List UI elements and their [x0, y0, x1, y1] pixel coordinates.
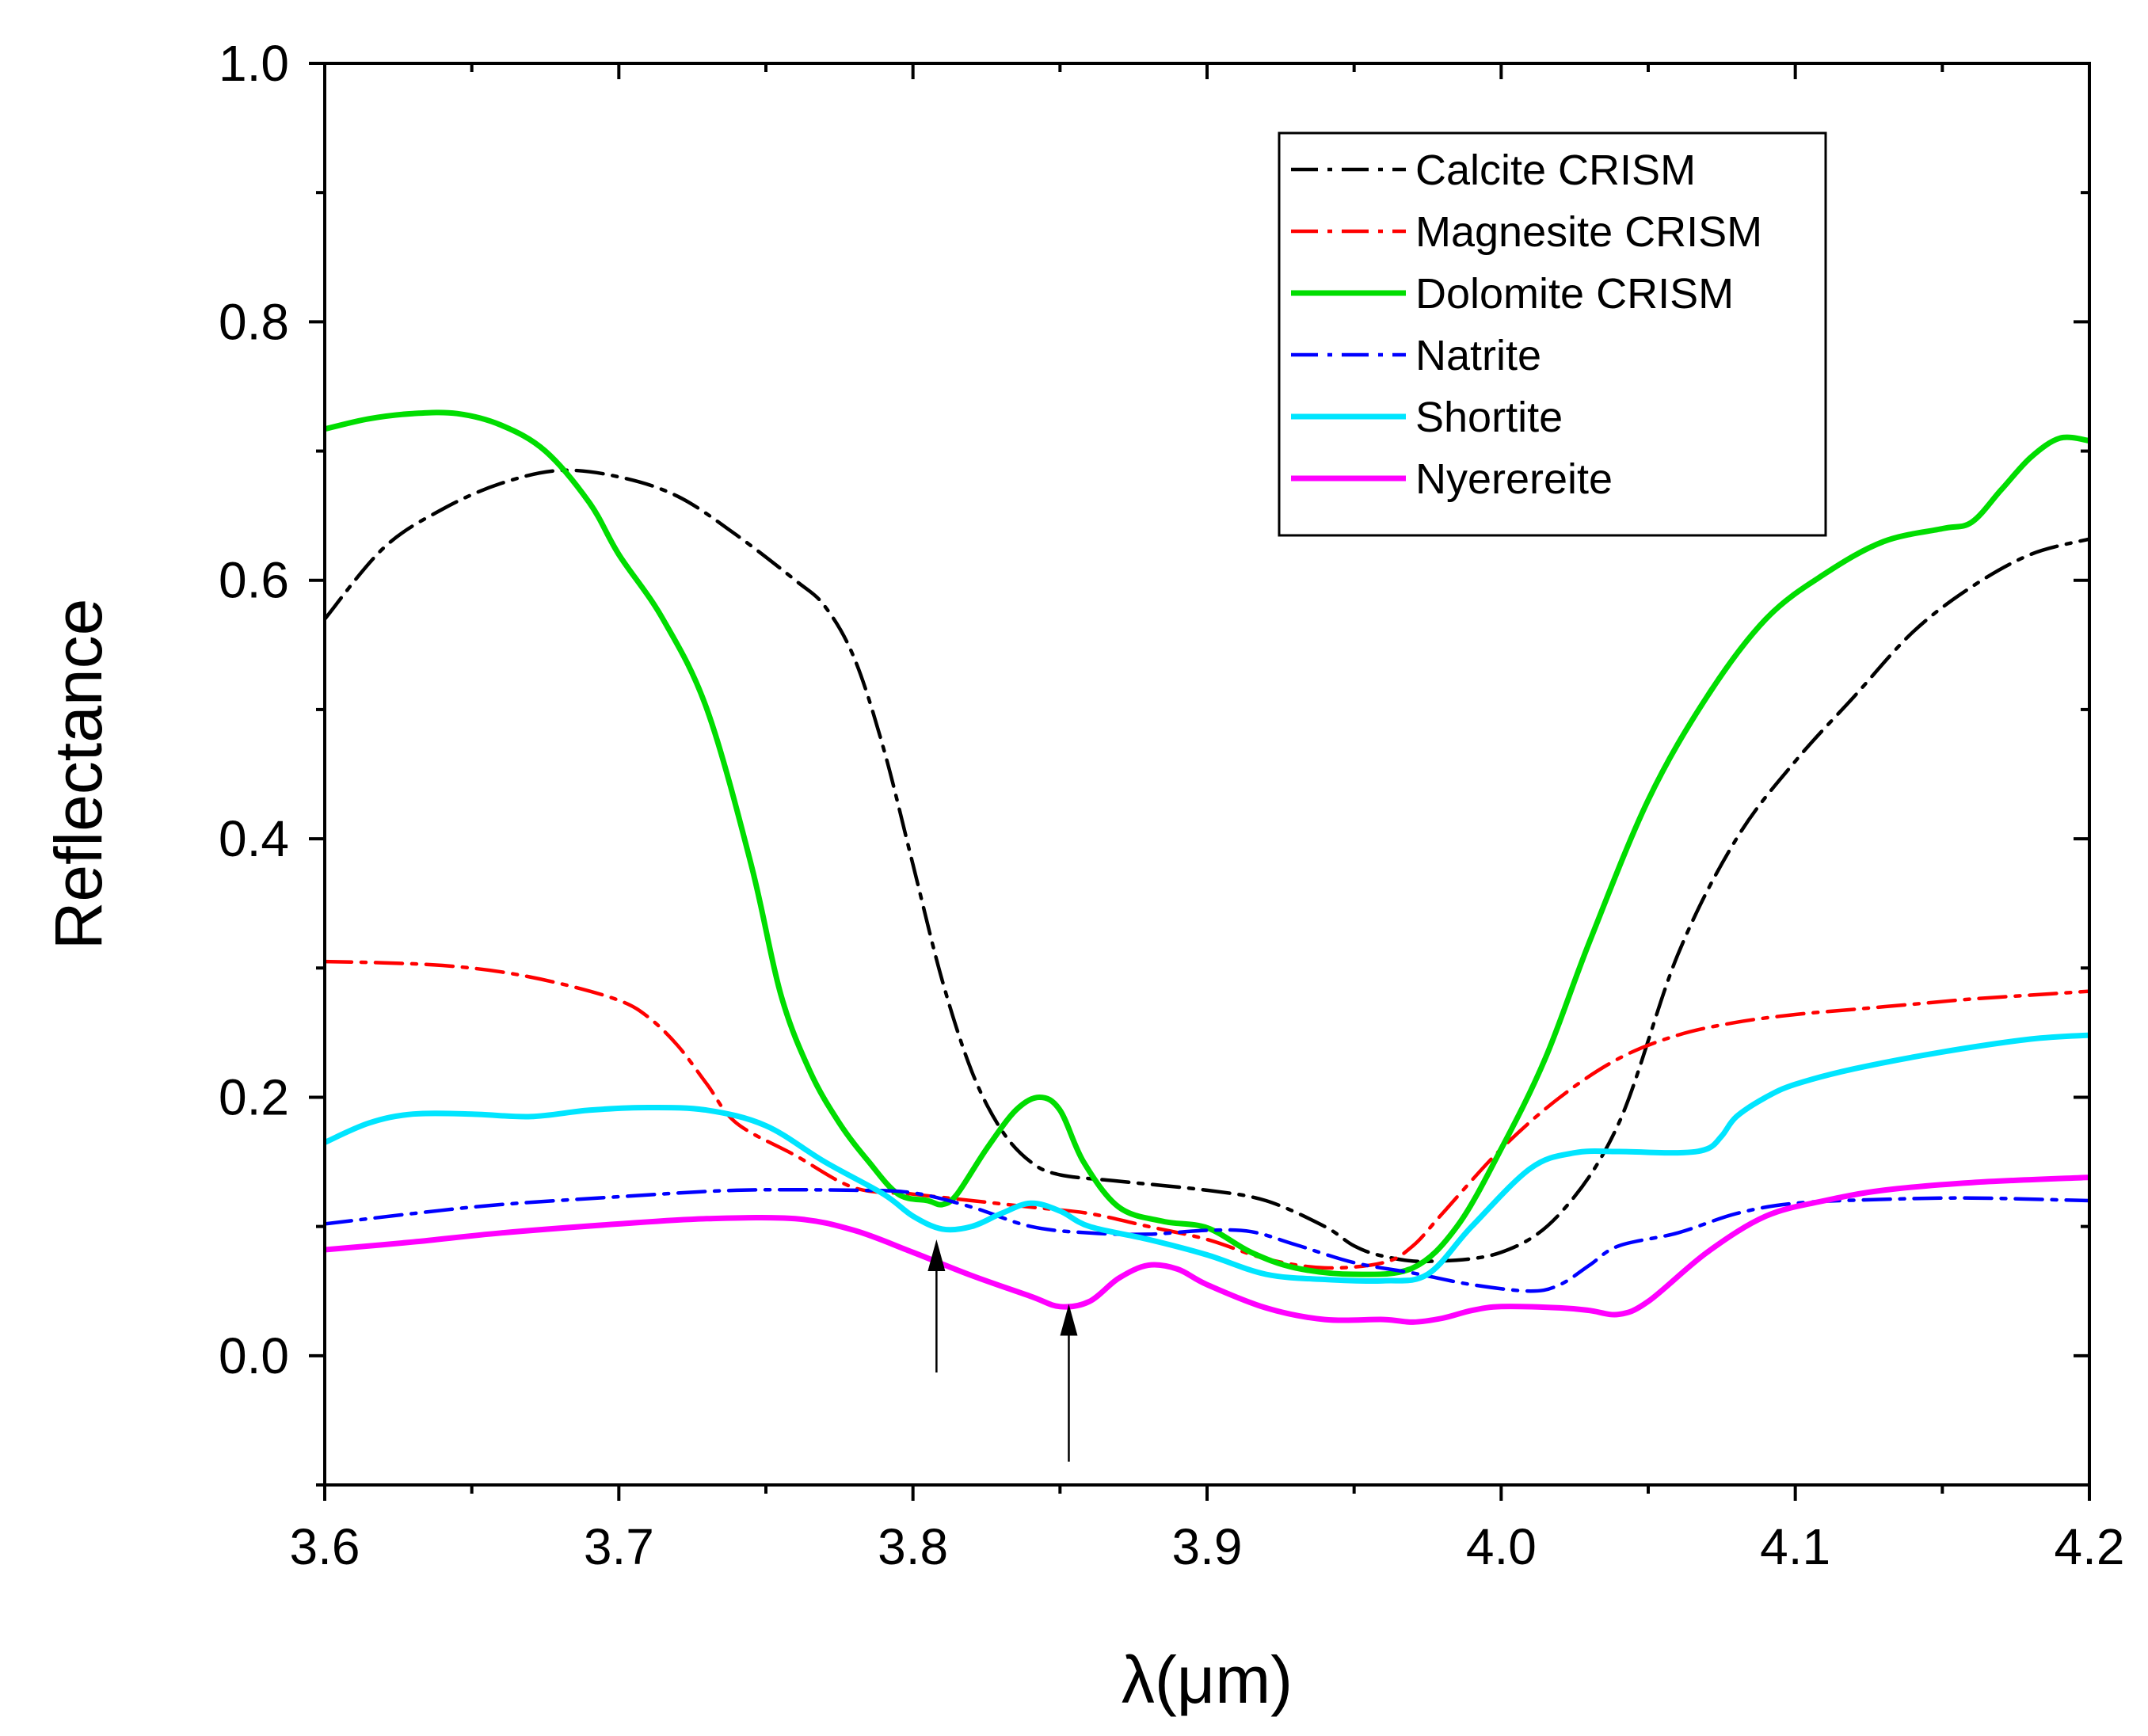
y-tick-label: 0.2: [219, 1068, 289, 1125]
y-tick-label: 1.0: [219, 35, 289, 92]
plot-series-group: [325, 409, 2089, 1325]
legend-label: Magnesite CRISM: [1415, 208, 1762, 256]
x-tick-label: 3.9: [1172, 1518, 1243, 1575]
series-line-natrite: [325, 1187, 2089, 1293]
legend-label: Dolomite CRISM: [1415, 270, 1734, 318]
y-axis-title: Reflectance: [41, 599, 116, 950]
series-line-calcite-crism: [325, 468, 2089, 1264]
series-line-magnesite-crism: [325, 959, 2089, 1270]
axis-ticks-group: 3.6 3.7 3.8 3.9 4.0 4.1 4.2 0.0 0.2 0.4 0.6 0.8 1.0: [219, 35, 2124, 1575]
x-tick-label: 4.0: [1466, 1518, 1537, 1575]
annotation-arrow-head: [1060, 1304, 1078, 1336]
y-tick-label: 0.8: [219, 293, 289, 350]
x-tick-label: 3.8: [878, 1518, 948, 1575]
x-tick-label: 3.6: [290, 1518, 360, 1575]
y-tick-label: 0.4: [219, 810, 289, 867]
annotation-arrow-head: [927, 1239, 946, 1271]
legend-label: Calcite CRISM: [1415, 147, 1696, 194]
x-axis-title: λ(μm): [1122, 1643, 1293, 1717]
x-tick-label: 4.2: [2055, 1518, 2125, 1575]
series-line-nyerereite: [325, 1174, 2089, 1325]
series-line-shortite: [325, 1032, 2089, 1285]
y-tick-label: 0.6: [219, 552, 289, 609]
y-tick-label: 0.0: [219, 1327, 289, 1384]
series-line-dolomite-crism: [325, 409, 2089, 1277]
annotation-arrows-group: [927, 1239, 1078, 1462]
legend-label: Nyerereite: [1415, 455, 1613, 503]
x-tick-label: 4.1: [1760, 1518, 1830, 1575]
legend-label: Natrite: [1415, 332, 1541, 379]
legend: Calcite CRISM Magnesite CRISM Dolomite CRI…: [1278, 131, 1827, 537]
legend-box: [1278, 131, 1827, 537]
x-tick-label: 3.7: [584, 1518, 654, 1575]
legend-label: Shortite: [1415, 394, 1563, 441]
